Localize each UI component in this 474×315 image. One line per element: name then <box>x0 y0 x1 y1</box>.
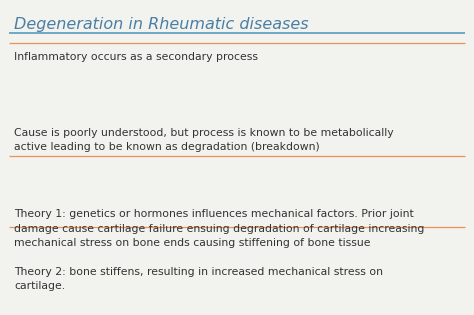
Text: Cause is poorly understood, but process is known to be metabolically
active lead: Cause is poorly understood, but process … <box>14 128 394 152</box>
Text: Degeneration in Rheumatic diseases: Degeneration in Rheumatic diseases <box>14 17 309 32</box>
Text: Inflammatory occurs as a secondary process: Inflammatory occurs as a secondary proce… <box>14 52 258 62</box>
Text: Theory 1: genetics or hormones influences mechanical factors. Prior joint
damage: Theory 1: genetics or hormones influence… <box>14 209 425 291</box>
